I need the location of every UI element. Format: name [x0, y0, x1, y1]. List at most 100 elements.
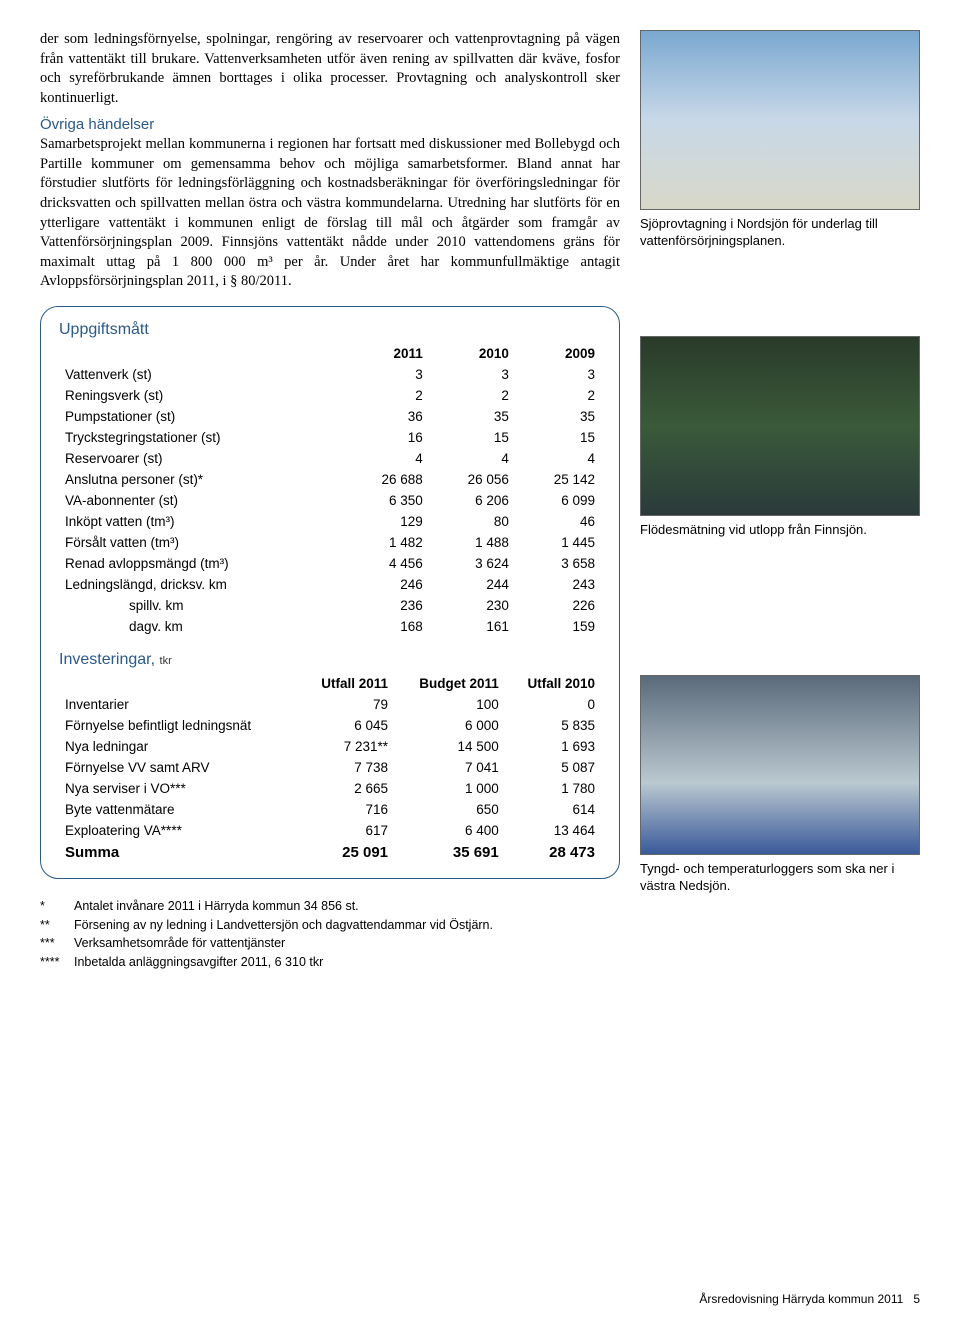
cell-value: 26 688 [343, 469, 429, 490]
cell-value: 3 658 [515, 553, 601, 574]
table-row: VA-abonnenter (st)6 3506 2066 099 [59, 490, 601, 511]
cell-value: 2 [515, 385, 601, 406]
table-row: Byte vattenmätare716650614 [59, 799, 601, 820]
cell-value: 230 [429, 595, 515, 616]
footnote-star: **** [40, 953, 74, 972]
table2-h3: Utfall 2010 [505, 673, 601, 694]
cell-value: 236 [343, 595, 429, 616]
photo-block-1: Sjöprovtagning i Nordsjön för underlag t… [640, 30, 920, 250]
photo-loggers [640, 675, 920, 855]
row-label: spillv. km [59, 595, 343, 616]
cell-value: 3 [429, 364, 515, 385]
footnote-text: Antalet invånare 2011 i Härryda kommun 3… [74, 897, 359, 916]
table-row: Renad avloppsmängd (tm³)4 4563 6243 658 [59, 553, 601, 574]
caption-3: Tyngd- och temperaturloggers som ska ner… [640, 861, 920, 895]
footnote-text: Försening av ny ledning i Landvettersjön… [74, 916, 493, 935]
cell-value: 1 780 [505, 778, 601, 799]
footnote-text: Verksamhetsområde för vattentjänster [74, 934, 285, 953]
cell-value: 243 [515, 574, 601, 595]
caption-2: Flödesmätning vid utlopp från Finnsjön. [640, 522, 920, 539]
table-investeringar: Utfall 2011 Budget 2011 Utfall 2010 Inve… [59, 673, 601, 864]
row-label: Pumpstationer (st) [59, 406, 343, 427]
photo-sjoprovtagning [640, 30, 920, 210]
footnote-star: *** [40, 934, 74, 953]
row-label: Nya ledningar [59, 736, 299, 757]
cell-value: 35 [429, 406, 515, 427]
cell-value: 7 738 [299, 757, 394, 778]
cell-value: 6 400 [394, 820, 505, 841]
cell-value: 3 [343, 364, 429, 385]
cell-value: 617 [299, 820, 394, 841]
table2-h1: Utfall 2011 [299, 673, 394, 694]
row-label: VA-abonnenter (st) [59, 490, 343, 511]
cell-value: 1 482 [343, 532, 429, 553]
row-label: dagv. km [59, 616, 343, 637]
table-row: Exploatering VA****6176 40013 464 [59, 820, 601, 841]
cell-value: 246 [343, 574, 429, 595]
cell-value: 26 056 [429, 469, 515, 490]
cell-value: 4 [429, 448, 515, 469]
row-label: Ledningslängd, dricksv. km [59, 574, 343, 595]
sum-label: Summa [59, 841, 299, 864]
cell-value: 161 [429, 616, 515, 637]
cell-value: 168 [343, 616, 429, 637]
cell-value: 14 500 [394, 736, 505, 757]
cell-value: 226 [515, 595, 601, 616]
cell-value: 100 [394, 694, 505, 715]
table-row: Nya ledningar7 231**14 5001 693 [59, 736, 601, 757]
table-row: dagv. km168161159 [59, 616, 601, 637]
cell-value: 36 [343, 406, 429, 427]
body-paragraph-2: Samarbetsprojekt mellan kommunerna i reg… [40, 135, 620, 292]
table-row: Reningsverk (st)222 [59, 385, 601, 406]
footnote-row: ***Verksamhetsområde för vattentjänster [40, 934, 620, 953]
table1-h2: 2010 [429, 343, 515, 364]
body-paragraph-1: der som ledningsförnyelse, spolningar, r… [40, 30, 620, 108]
cell-value: 35 [515, 406, 601, 427]
cell-value: 46 [515, 511, 601, 532]
row-label: Förnyelse VV samt ARV [59, 757, 299, 778]
cell-value: 129 [343, 511, 429, 532]
footnote-text: Inbetalda anläggningsavgifter 2011, 6 31… [74, 953, 323, 972]
table1-h3: 2009 [515, 343, 601, 364]
data-panel: Uppgiftsmått 2011 2010 2009 Vattenverk (… [40, 306, 620, 879]
table-row: Vattenverk (st)333 [59, 364, 601, 385]
cell-value: 6 045 [299, 715, 394, 736]
table-row: Anslutna personer (st)*26 68826 05625 14… [59, 469, 601, 490]
cell-value: 1 000 [394, 778, 505, 799]
cell-value: 4 [343, 448, 429, 469]
cell-value: 3 [515, 364, 601, 385]
subheading-ovriga: Övriga händelser [40, 116, 620, 133]
table1-title: Uppgiftsmått [59, 321, 601, 339]
photo-flodesmatning [640, 336, 920, 516]
photo-block-2: Flödesmätning vid utlopp från Finnsjön. [640, 336, 920, 539]
cell-value: 3 624 [429, 553, 515, 574]
row-label: Exploatering VA**** [59, 820, 299, 841]
table1-h1: 2011 [343, 343, 429, 364]
table2-header-row: Utfall 2011 Budget 2011 Utfall 2010 [59, 673, 601, 694]
cell-value: 5 835 [505, 715, 601, 736]
row-label: Försålt vatten (tm³) [59, 532, 343, 553]
footnote-star: ** [40, 916, 74, 935]
caption-1: Sjöprovtagning i Nordsjön för underlag t… [640, 216, 920, 250]
table1-header-row: 2011 2010 2009 [59, 343, 601, 364]
cell-value: 7 231** [299, 736, 394, 757]
cell-value: 15 [515, 427, 601, 448]
sum-value: 35 691 [394, 841, 505, 864]
sum-value: 25 091 [299, 841, 394, 864]
footnotes: *Antalet invånare 2011 i Härryda kommun … [40, 897, 620, 972]
table-uppgiftsmatt: 2011 2010 2009 Vattenverk (st)333Renings… [59, 343, 601, 637]
cell-value: 6 350 [343, 490, 429, 511]
table-row: Förnyelse VV samt ARV7 7387 0415 087 [59, 757, 601, 778]
table-row: Inventarier791000 [59, 694, 601, 715]
row-label: Reningsverk (st) [59, 385, 343, 406]
cell-value: 15 [429, 427, 515, 448]
cell-value: 7 041 [394, 757, 505, 778]
cell-value: 614 [505, 799, 601, 820]
footnote-row: ****Inbetalda anläggningsavgifter 2011, … [40, 953, 620, 972]
cell-value: 16 [343, 427, 429, 448]
cell-value: 2 [343, 385, 429, 406]
cell-value: 650 [394, 799, 505, 820]
row-label: Tryckstegringstationer (st) [59, 427, 343, 448]
sum-value: 28 473 [505, 841, 601, 864]
cell-value: 6 206 [429, 490, 515, 511]
